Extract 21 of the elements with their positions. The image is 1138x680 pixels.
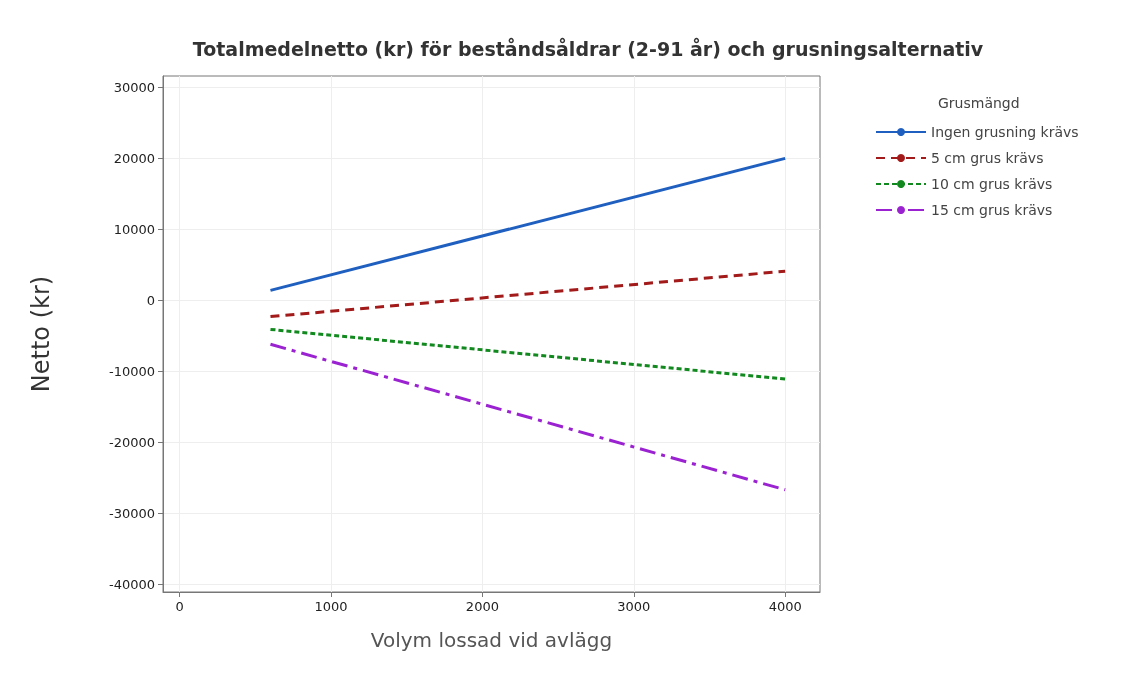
legend-label: 15 cm grus krävs (931, 202, 1053, 218)
y-tick-label: -10000 (108, 363, 155, 379)
x-tick-label: 4000 (768, 599, 802, 614)
legend-label: 10 cm grus krävs (931, 176, 1053, 192)
x-tick-label: 3000 (617, 599, 651, 614)
y-tick-label: -30000 (108, 505, 155, 521)
chart-title: Totalmedelnetto (kr) för beståndsåldrar (2-91 år) och grusningsalternativ (192, 36, 984, 60)
y-tick-label: 20000 (113, 150, 155, 166)
x-axis-title: Volym lossad vid avlägg (370, 628, 613, 652)
x-tick-label: 1000 (314, 599, 348, 614)
x-tick-label: 2000 (465, 599, 499, 614)
y-tick-label: 0 (146, 292, 155, 308)
legend-label: 5 cm grus krävs (931, 150, 1044, 166)
y-axis-title: Netto (kr) (27, 275, 55, 393)
y-tick-label: -20000 (108, 434, 155, 450)
y-tick-label: 10000 (113, 221, 155, 237)
x-tick-label: 0 (175, 599, 184, 614)
y-tick-label: 30000 (113, 79, 155, 95)
legend-label: Ingen grusning krävs (931, 124, 1079, 140)
legend-title: Grusmängd (938, 95, 1020, 111)
y-tick-label: -40000 (108, 576, 155, 592)
